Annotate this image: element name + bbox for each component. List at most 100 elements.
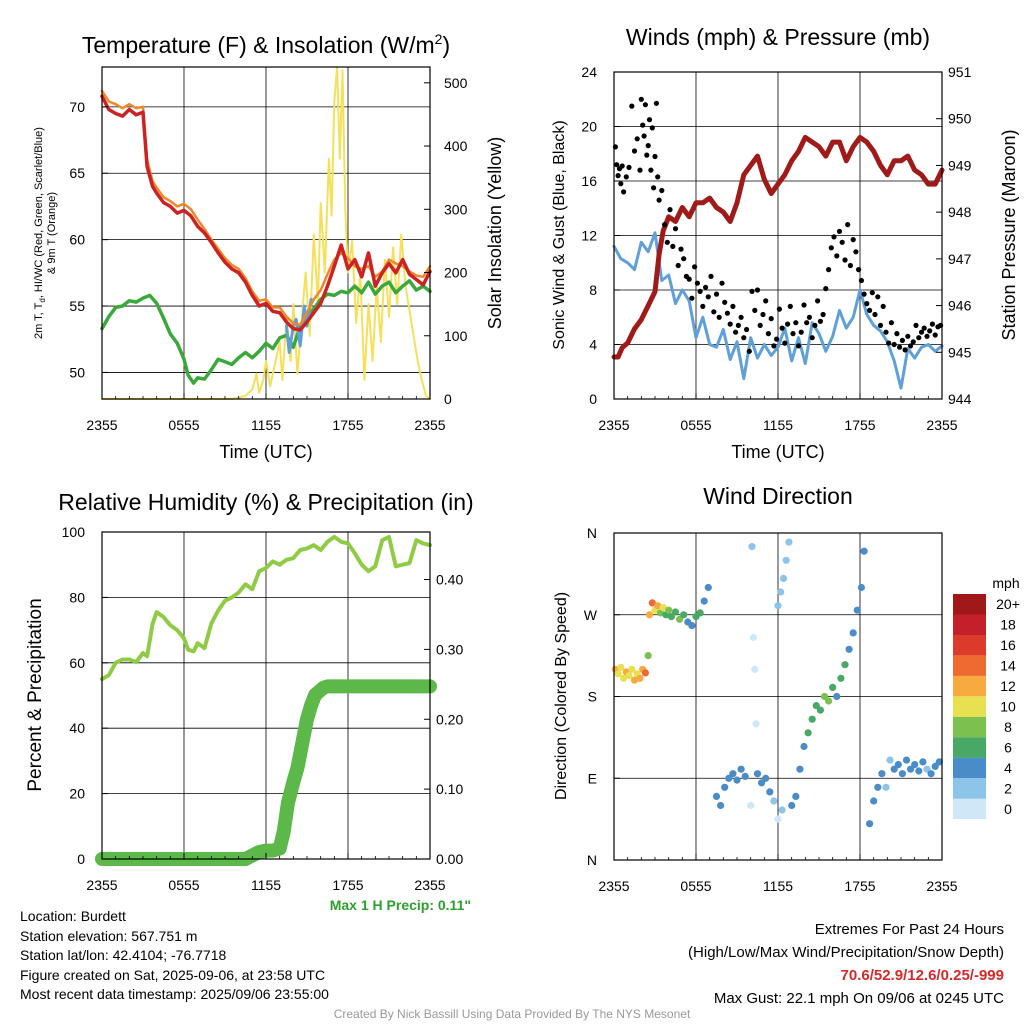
- y-tick-label: 20: [581, 119, 597, 135]
- gust-point: [801, 302, 807, 308]
- gust-point: [782, 340, 788, 346]
- gust-point: [733, 329, 739, 335]
- gust-point: [655, 174, 661, 180]
- direction-point: [659, 603, 667, 612]
- y-tick-label: 4: [589, 337, 597, 353]
- x-tick-label: 2355: [598, 417, 629, 433]
- gust-point: [913, 322, 919, 328]
- colorbar-label: 16: [1000, 637, 1016, 653]
- gust-point: [842, 257, 848, 263]
- gust-point: [927, 328, 933, 334]
- gust-point: [918, 329, 925, 335]
- y2-tick-label: 951: [948, 64, 972, 80]
- gust-point: [899, 337, 906, 343]
- pressure-ylabel: Station Pressure (Maroon): [999, 129, 1019, 340]
- colorbar-swatch: [953, 716, 986, 738]
- y-tick-label: 8: [589, 282, 597, 298]
- direction-point: [804, 729, 812, 737]
- direction-point: [696, 609, 704, 617]
- direction-point: [845, 645, 853, 653]
- humidity-ylabel: Percent & Precipitation: [25, 598, 46, 791]
- gust-point: [675, 262, 681, 269]
- direction-point: [833, 692, 841, 701]
- series-td: [100, 279, 432, 385]
- direction-point: [620, 674, 628, 682]
- direction-point: [915, 767, 923, 775]
- direction-point: [752, 720, 760, 728]
- direction-point: [614, 670, 622, 678]
- gust-point: [641, 133, 647, 139]
- gust-point: [670, 243, 676, 249]
- gust-point: [826, 267, 832, 273]
- y2-tick-label: 946: [948, 298, 972, 314]
- gust-point: [853, 249, 859, 255]
- gust-point: [681, 256, 687, 262]
- y2-tick-label: 945: [948, 344, 972, 360]
- direction-point: [902, 756, 911, 764]
- y-tick-label: 12: [581, 228, 597, 244]
- direction-point: [733, 776, 741, 784]
- gust-point: [856, 267, 862, 273]
- x-tick-label: 2355: [414, 417, 445, 433]
- direction-point: [841, 661, 849, 669]
- direction-point: [641, 669, 650, 677]
- gust-point: [929, 321, 936, 327]
- gust-point: [804, 320, 810, 326]
- direction-point: [751, 665, 759, 673]
- gust-point: [765, 331, 772, 337]
- direction-point: [849, 629, 857, 637]
- extremes-title: Extremes For Past 24 Hours: [814, 921, 1004, 938]
- x-tick-label: 1155: [251, 417, 281, 433]
- gust-point: [817, 318, 824, 324]
- gust-point: [774, 336, 780, 342]
- gust-point: [798, 329, 804, 335]
- y-tick-label: 0: [77, 851, 85, 867]
- gust-point: [806, 314, 813, 320]
- credit-line: Created By Nick Bassill Using Data Provi…: [333, 1007, 691, 1021]
- winds-ticks: 2355 0555 1155 1755 235504812162024944945946…: [581, 64, 971, 433]
- colorbar-label: 2: [1004, 780, 1012, 796]
- gust-point: [686, 276, 692, 282]
- gust-point: [730, 303, 736, 309]
- x-tick-label: 0555: [680, 878, 711, 894]
- direction-point: [737, 765, 745, 773]
- gust-point: [875, 294, 881, 300]
- gust-point: [894, 331, 900, 337]
- direction-point: [870, 797, 878, 805]
- colorbar-swatch: [953, 634, 986, 656]
- gust-point: [651, 185, 657, 191]
- winds-panel: Winds (mph) & Pressure (mb) 2355 0555 1155…: [551, 24, 1019, 462]
- colorbar-label: 0: [1004, 801, 1012, 817]
- direction-point: [665, 606, 673, 614]
- gust-point: [793, 320, 799, 326]
- y-tick-label: 24: [581, 64, 597, 80]
- humidity-series: [95, 534, 437, 866]
- y-tick-label: 55: [69, 298, 85, 314]
- x-tick-label: 2355: [926, 417, 957, 433]
- gust-point: [656, 197, 662, 203]
- direction-point: [808, 715, 816, 723]
- direction-point: [829, 683, 837, 692]
- gust-point: [757, 322, 763, 328]
- temperature-grid: [101, 67, 431, 399]
- direction-point: [927, 770, 935, 778]
- y-tick-label: N: [587, 852, 597, 868]
- gust-point: [902, 347, 908, 353]
- gust-point: [638, 96, 644, 102]
- y-tick-label: 50: [69, 364, 85, 380]
- data-timestamp: Most recent data timestamp: 2025/09/06 2…: [20, 986, 329, 1002]
- gust-point: [850, 237, 856, 243]
- gust-point: [618, 181, 624, 187]
- y-tick-label: 70: [69, 99, 85, 115]
- temperature-panel: Temperature (F) & Insolation (W/m2) 2355…: [33, 31, 505, 462]
- gust-point: [741, 335, 747, 341]
- y2-tick-label: 400: [444, 138, 468, 154]
- y2-tick-label: 944: [948, 391, 972, 407]
- gust-point: [634, 136, 640, 142]
- x-tick-label: 2355: [86, 877, 117, 893]
- gust-point: [637, 167, 643, 173]
- gust-point: [754, 287, 761, 293]
- direction-point: [800, 742, 808, 751]
- x-tick-label: 2355: [926, 878, 957, 894]
